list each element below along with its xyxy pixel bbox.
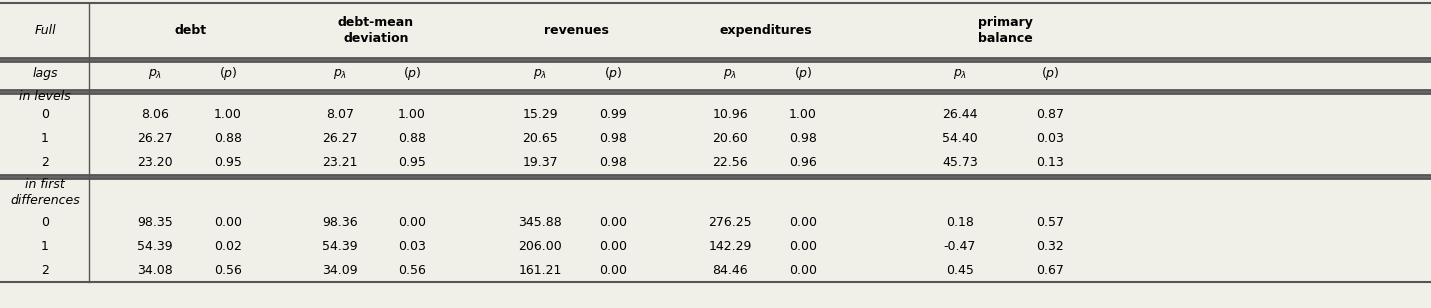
Text: 0.45: 0.45: [946, 264, 975, 277]
Text: 23.21: 23.21: [322, 156, 358, 169]
Text: 34.09: 34.09: [322, 264, 358, 277]
Text: revenues: revenues: [544, 24, 608, 37]
Text: 84.46: 84.46: [713, 264, 748, 277]
Text: 0.95: 0.95: [215, 156, 242, 169]
Text: 0.00: 0.00: [600, 240, 627, 253]
Text: $(p)$: $(p)$: [402, 66, 421, 83]
Text: 54.40: 54.40: [942, 132, 977, 145]
Text: 54.39: 54.39: [322, 240, 358, 253]
Text: 1.00: 1.00: [215, 108, 242, 121]
Text: 0.98: 0.98: [600, 132, 627, 145]
Text: 10.96: 10.96: [713, 108, 748, 121]
Text: 0.18: 0.18: [946, 216, 975, 229]
Text: $p_{\lambda}$: $p_{\lambda}$: [953, 67, 967, 81]
Text: 0.00: 0.00: [788, 264, 817, 277]
Text: 0.88: 0.88: [215, 132, 242, 145]
Text: 2: 2: [41, 156, 49, 169]
Text: 15.29: 15.29: [522, 108, 558, 121]
Text: 0.96: 0.96: [788, 156, 817, 169]
Text: 0.67: 0.67: [1036, 264, 1063, 277]
Text: 0.00: 0.00: [788, 240, 817, 253]
Text: 0.03: 0.03: [398, 240, 426, 253]
Text: 98.35: 98.35: [137, 216, 173, 229]
Text: 0: 0: [41, 108, 49, 121]
Text: $(p)$: $(p)$: [794, 66, 813, 83]
Text: 54.39: 54.39: [137, 240, 173, 253]
Text: 345.88: 345.88: [518, 216, 562, 229]
Text: 0.95: 0.95: [398, 156, 426, 169]
Text: 8.06: 8.06: [142, 108, 169, 121]
Text: $p_{\lambda}$: $p_{\lambda}$: [723, 67, 737, 81]
Text: $(p)$: $(p)$: [219, 66, 238, 83]
Text: lags: lags: [33, 67, 57, 80]
Text: 0.02: 0.02: [215, 240, 242, 253]
Text: 22.56: 22.56: [713, 156, 748, 169]
Text: 0.00: 0.00: [788, 216, 817, 229]
Text: 0.00: 0.00: [600, 216, 627, 229]
Text: 1: 1: [41, 240, 49, 253]
Text: 0.00: 0.00: [398, 216, 426, 229]
Text: $p_{\lambda}$: $p_{\lambda}$: [147, 67, 162, 81]
Text: 0.98: 0.98: [788, 132, 817, 145]
Text: 20.60: 20.60: [713, 132, 748, 145]
Text: 26.44: 26.44: [942, 108, 977, 121]
Text: $(p)$: $(p)$: [604, 66, 622, 83]
Text: debt: debt: [175, 24, 207, 37]
Text: 26.27: 26.27: [322, 132, 358, 145]
Text: 0.98: 0.98: [600, 156, 627, 169]
Text: 34.08: 34.08: [137, 264, 173, 277]
Text: 0.99: 0.99: [600, 108, 627, 121]
Text: $(p)$: $(p)$: [1040, 66, 1059, 83]
Text: 206.00: 206.00: [518, 240, 562, 253]
Text: -0.47: -0.47: [944, 240, 976, 253]
Text: $p_{\lambda}$: $p_{\lambda}$: [333, 67, 348, 81]
Text: 0.00: 0.00: [215, 216, 242, 229]
Text: 2: 2: [41, 264, 49, 277]
Text: expenditures: expenditures: [720, 24, 813, 37]
Text: 0.56: 0.56: [398, 264, 426, 277]
Text: in levels: in levels: [19, 90, 72, 103]
Text: Full: Full: [34, 24, 56, 37]
Text: 1.00: 1.00: [398, 108, 426, 121]
Text: 98.36: 98.36: [322, 216, 358, 229]
Text: 20.65: 20.65: [522, 132, 558, 145]
Text: 142.29: 142.29: [708, 240, 751, 253]
Text: 0.56: 0.56: [215, 264, 242, 277]
Text: 0.00: 0.00: [600, 264, 627, 277]
Text: $p_{\lambda}$: $p_{\lambda}$: [532, 67, 547, 81]
Text: in first
differences: in first differences: [10, 178, 80, 207]
Text: 0.87: 0.87: [1036, 108, 1065, 121]
Text: 0.13: 0.13: [1036, 156, 1063, 169]
Text: 8.07: 8.07: [326, 108, 353, 121]
Text: primary
balance: primary balance: [977, 16, 1032, 45]
Text: 26.27: 26.27: [137, 132, 173, 145]
Text: 19.37: 19.37: [522, 156, 558, 169]
Text: 276.25: 276.25: [708, 216, 751, 229]
Text: 0.57: 0.57: [1036, 216, 1065, 229]
Text: 0.88: 0.88: [398, 132, 426, 145]
Text: debt-mean
deviation: debt-mean deviation: [338, 16, 414, 45]
Text: 45.73: 45.73: [942, 156, 977, 169]
Text: 1.00: 1.00: [788, 108, 817, 121]
Text: 161.21: 161.21: [518, 264, 562, 277]
Text: 0.32: 0.32: [1036, 240, 1063, 253]
Text: 23.20: 23.20: [137, 156, 173, 169]
Text: 1: 1: [41, 132, 49, 145]
Text: 0: 0: [41, 216, 49, 229]
Text: 0.03: 0.03: [1036, 132, 1063, 145]
